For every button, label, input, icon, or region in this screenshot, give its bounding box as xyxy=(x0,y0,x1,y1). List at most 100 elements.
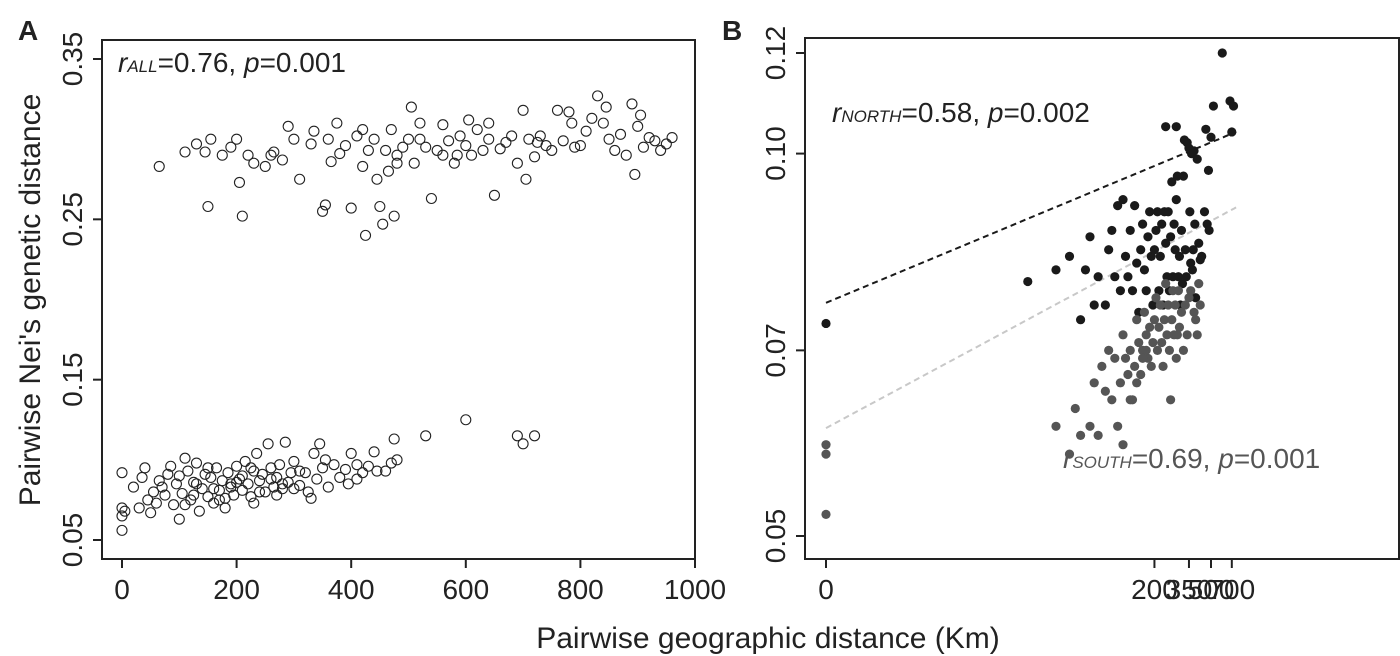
south-p-symbol: p xyxy=(1217,443,1234,474)
data-point xyxy=(231,460,243,472)
data-point xyxy=(388,210,400,222)
north-data-point xyxy=(1120,251,1131,261)
north-data-point xyxy=(1171,194,1181,205)
data-point xyxy=(420,430,432,442)
south-data-point xyxy=(1173,286,1184,296)
data-point xyxy=(465,149,478,161)
data-point xyxy=(271,471,283,484)
data-point xyxy=(620,149,632,161)
north-data-point xyxy=(1192,154,1202,164)
data-point xyxy=(162,468,174,480)
data-point xyxy=(408,157,420,169)
north-data-point xyxy=(1051,265,1061,275)
data-point xyxy=(339,140,352,152)
north-data-point xyxy=(1163,207,1173,217)
data-point xyxy=(603,133,615,145)
data-point xyxy=(202,462,214,474)
data-point xyxy=(463,114,475,126)
x-tick-label: 500 xyxy=(1188,574,1235,605)
south-r-symbol: r xyxy=(1063,443,1074,474)
data-point xyxy=(305,492,317,504)
panel-a-r-sub: ALL xyxy=(126,57,157,76)
data-point xyxy=(391,149,403,161)
data-point xyxy=(265,149,277,161)
north-data-point xyxy=(1089,300,1099,310)
data-point xyxy=(288,133,300,145)
south-data-point xyxy=(821,449,831,459)
north-data-point xyxy=(1176,225,1187,236)
data-point xyxy=(534,130,546,142)
data-point xyxy=(239,455,251,467)
x-tick-label: 350 xyxy=(1166,574,1213,605)
south-data-point xyxy=(1186,286,1196,296)
data-point xyxy=(371,173,383,185)
data-point xyxy=(294,465,306,477)
north-data-point xyxy=(1118,194,1128,205)
data-point xyxy=(517,104,529,116)
north-data-point xyxy=(1169,219,1179,229)
data-point xyxy=(231,476,243,488)
north-data-point xyxy=(1145,207,1155,217)
south-data-point xyxy=(1136,369,1146,380)
data-point xyxy=(614,128,627,140)
south-data-point xyxy=(1161,279,1171,289)
x-axis-title: Pairwise geographic distance (Km) xyxy=(536,622,1000,655)
data-point xyxy=(368,446,380,458)
data-point xyxy=(190,138,203,150)
data-point xyxy=(357,123,369,136)
data-point xyxy=(345,447,357,459)
x-tick-label: 0 xyxy=(114,574,130,605)
data-point xyxy=(276,154,288,166)
data-point xyxy=(405,101,417,113)
north-data-point xyxy=(1208,101,1219,111)
north-data-point xyxy=(1227,127,1237,137)
data-point xyxy=(316,205,329,217)
data-point xyxy=(268,146,280,158)
south-p-value: =0.001 xyxy=(1234,443,1320,474)
south-data-point xyxy=(1115,378,1125,388)
data-point xyxy=(159,489,171,501)
data-point xyxy=(302,486,314,498)
data-point xyxy=(385,123,397,136)
north-data-point xyxy=(1151,225,1161,236)
north-data-point xyxy=(1080,265,1091,275)
data-point xyxy=(262,438,274,450)
north-data-point xyxy=(1127,286,1138,296)
south-data-point xyxy=(1189,307,1199,317)
south-data-point xyxy=(1120,353,1131,363)
north-data-point xyxy=(1190,219,1200,229)
data-point xyxy=(170,478,182,490)
data-point xyxy=(288,483,300,495)
data-point xyxy=(248,497,260,509)
data-point xyxy=(488,189,501,201)
data-point xyxy=(546,144,558,156)
data-point xyxy=(362,460,374,472)
data-point xyxy=(448,157,460,169)
data-point xyxy=(357,160,369,172)
data-point xyxy=(342,478,354,490)
data-point xyxy=(397,141,409,153)
data-point xyxy=(216,149,228,161)
south-data-point xyxy=(1130,361,1140,371)
north-data-point xyxy=(1110,272,1120,282)
north-data-point xyxy=(1107,225,1117,236)
panel-a-stat: rALL=0.76, p=0.001 xyxy=(118,47,346,78)
data-point xyxy=(222,467,234,479)
data-point xyxy=(253,486,266,498)
panel-a-p-symbol: p xyxy=(243,47,260,78)
north-data-point xyxy=(1203,165,1214,175)
data-point xyxy=(165,460,177,472)
north-data-point xyxy=(1194,238,1204,248)
data-point xyxy=(388,433,400,445)
data-point xyxy=(193,505,205,517)
south-data-point xyxy=(1157,337,1167,348)
data-point xyxy=(483,133,495,145)
south-data-point xyxy=(1110,353,1120,363)
south-data-point xyxy=(1167,315,1177,325)
data-point xyxy=(208,483,220,495)
south-data-point xyxy=(1118,330,1128,340)
south-data-point xyxy=(1141,330,1151,340)
data-point xyxy=(334,148,346,160)
north-data-point xyxy=(1137,219,1148,229)
